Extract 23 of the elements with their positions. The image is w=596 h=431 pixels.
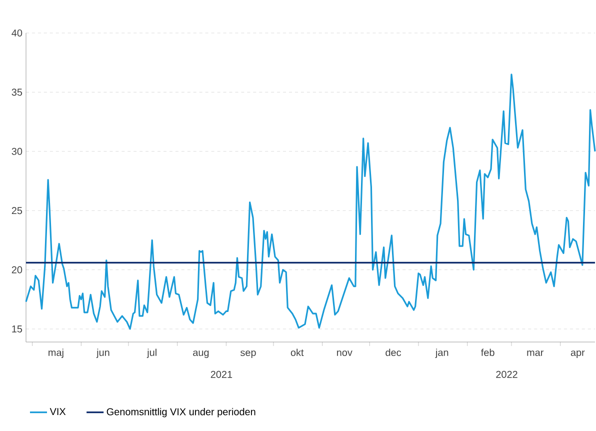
x-tick-label: jul: [146, 348, 156, 358]
line-series: [25, 74, 596, 330]
y-tick-label: 40: [12, 29, 22, 37]
x-tick-label: apr: [570, 350, 585, 358]
text: 2022: [496, 370, 518, 378]
x-tick-label: mar: [527, 350, 544, 356]
x-tick-label: okt: [290, 348, 304, 356]
y-tick-label: 25: [12, 207, 22, 214]
x-tick-label: maj: [48, 348, 64, 358]
y-tick-label: 35: [12, 88, 22, 96]
y-tick-label: 20: [12, 266, 22, 274]
y-tick-label: 30: [12, 148, 22, 155]
text: 2021: [210, 370, 232, 378]
x-tick-label: jan: [435, 348, 448, 358]
x-tick-label: nov: [337, 350, 352, 356]
x-tick-label: sep: [240, 350, 256, 358]
x-tick-label: jun: [96, 348, 110, 358]
x-tick-label: aug: [193, 350, 209, 358]
x-tick-label: feb: [481, 348, 494, 356]
legend-label: Genomsnittlig VIX under perioden: [106, 408, 256, 418]
x-tick-label: dec: [386, 348, 402, 356]
legend-label: VIX: [50, 408, 66, 416]
y-tick-label: 15: [12, 325, 22, 332]
